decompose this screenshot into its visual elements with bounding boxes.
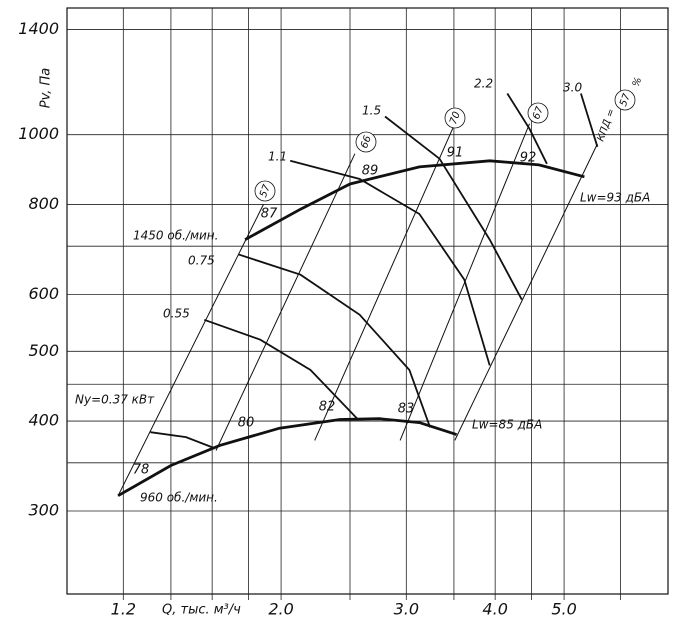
power-label: 3.0: [563, 81, 582, 95]
power-label: 0.55: [163, 307, 190, 321]
power-curve: [580, 93, 599, 148]
noise-label: 83: [398, 402, 415, 417]
y-tick-label: 800: [28, 194, 59, 213]
efficiency-label: 67: [531, 105, 546, 121]
efficiency-label: 70: [448, 110, 463, 126]
plot-frame: [66, 7, 669, 595]
y-tick-label: 300: [28, 500, 59, 519]
efficiency-badge: [254, 180, 276, 202]
efficiency-unit: %: [631, 76, 645, 89]
lw-label: Lw=85 дБА: [472, 418, 542, 432]
speed-curve: [117, 417, 458, 497]
noise-label: 78: [133, 463, 150, 478]
x-tick-label: 3.0: [394, 600, 419, 619]
y-tick-label: 500: [28, 341, 59, 360]
noise-label: 91: [447, 146, 464, 161]
efficiency-badge: [614, 89, 636, 111]
efficiency-curve: [117, 203, 265, 496]
noise-label: 89: [362, 164, 379, 179]
power-label: 1.5: [362, 104, 381, 118]
efficiency-label: 57: [258, 183, 273, 199]
y-tick-label: 1400: [18, 19, 59, 38]
y-tick-label: 400: [28, 411, 59, 430]
efficiency-curve: [215, 153, 356, 451]
efficiency-label: 66: [359, 134, 374, 150]
speed-label: 1450 об./мин.: [133, 229, 218, 243]
x-tick-label: 4.0: [482, 600, 507, 619]
power-label: 0.75: [188, 254, 215, 268]
x-tick-label: 1.2: [111, 600, 136, 619]
efficiency-label: 57: [618, 92, 633, 108]
speed-label: 960 об./мин.: [140, 491, 218, 505]
efficiency-curve: [314, 123, 456, 441]
x-axis-label: Q, тыс. м³/ч: [162, 603, 241, 618]
efficiency-curve: [454, 143, 598, 441]
power-curve: [237, 253, 431, 428]
power-curve: [384, 115, 523, 301]
power-curve: [150, 431, 215, 449]
power-label: 1.1: [268, 150, 287, 164]
y-axis-label: Pv, Па: [39, 68, 54, 109]
power-label: Ny=0.37 кВт: [75, 393, 155, 407]
x-tick-label: 5.0: [551, 600, 576, 619]
noise-label: 80: [238, 416, 255, 431]
efficiency-badge: [444, 107, 466, 129]
noise-label: 82: [319, 400, 336, 415]
power-curve: [289, 159, 491, 366]
speed-curve: [244, 159, 585, 241]
y-tick-label: 1000: [18, 124, 59, 143]
y-tick-label: 600: [28, 284, 59, 303]
efficiency-badge: [527, 102, 549, 124]
noise-label: 87: [261, 207, 278, 222]
power-label: 2.2: [474, 77, 493, 91]
efficiency-curve: [399, 123, 530, 441]
power-curve: [203, 318, 358, 420]
power-curve: [506, 93, 548, 165]
lw-label: Lw=93 дБА: [580, 191, 650, 205]
efficiency-prefix: КПД =: [595, 107, 617, 143]
x-tick-label: 2.0: [268, 600, 293, 619]
efficiency-badge: [355, 131, 377, 153]
noise-label: 92: [520, 151, 537, 166]
